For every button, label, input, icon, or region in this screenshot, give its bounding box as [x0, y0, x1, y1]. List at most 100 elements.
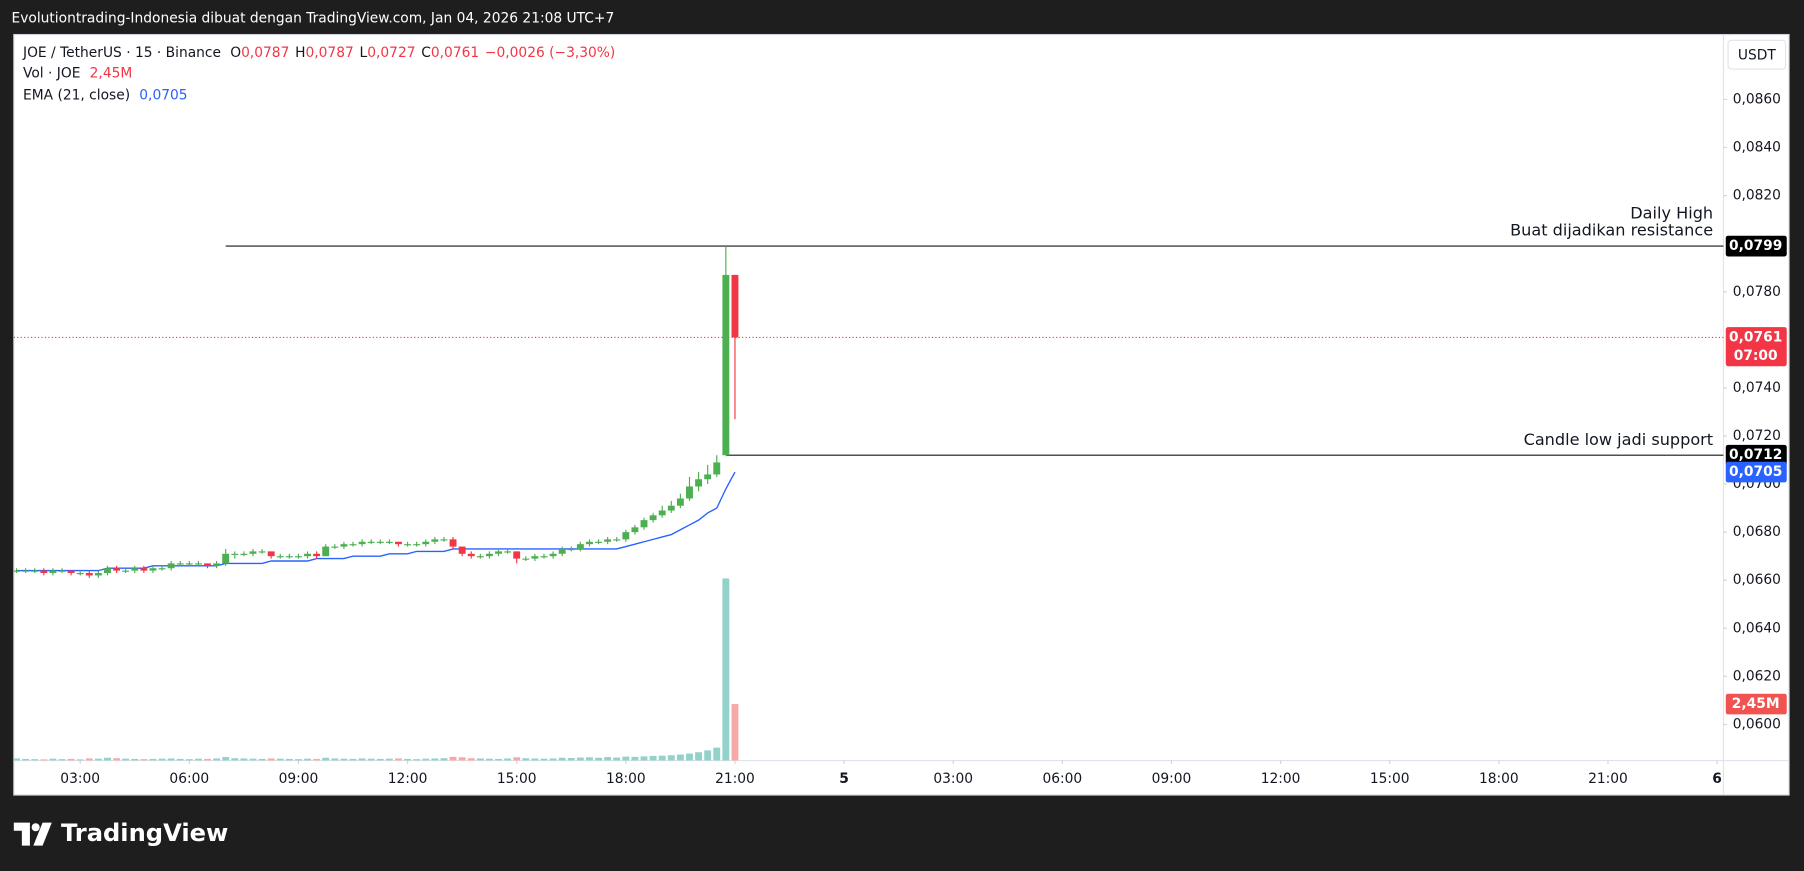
level-annotation: Daily High — [1630, 203, 1713, 222]
volume-bar — [704, 750, 712, 761]
legend-item: 0,0787 — [305, 45, 353, 61]
x-tick-label: 15:00 — [1370, 771, 1410, 787]
candle-body — [422, 541, 430, 545]
candle-body — [322, 546, 330, 557]
currency-button[interactable] — [1727, 39, 1787, 70]
candle-body — [22, 570, 30, 572]
y-tick-label: 0,0840 — [1733, 140, 1781, 156]
y-tick-label: 0,0620 — [1733, 668, 1781, 684]
candle-body — [49, 570, 57, 574]
x-tick-label: 09:00 — [279, 771, 319, 787]
volume-bar — [49, 758, 57, 761]
logo-mark — [13, 822, 52, 846]
candle-body — [231, 553, 239, 555]
candle-body — [67, 570, 75, 574]
volume-bar — [449, 756, 457, 761]
legend-item: L — [360, 45, 368, 61]
volume-bar — [349, 758, 357, 761]
volume-bar — [31, 759, 39, 761]
volume-bar — [476, 758, 484, 761]
volume-bar — [658, 755, 666, 761]
candle-body — [258, 551, 266, 553]
x-tick-label: 06:00 — [169, 771, 209, 787]
volume-bar — [13, 758, 20, 761]
volume-bar — [667, 755, 675, 761]
volume-bar — [504, 758, 512, 761]
candle-body — [440, 539, 448, 541]
candle-body — [404, 544, 412, 546]
volume-bar — [631, 756, 639, 761]
candle-body — [149, 568, 157, 571]
y-tick-label: 0,0640 — [1733, 620, 1781, 636]
volume-bar — [104, 757, 111, 761]
candle-body — [76, 573, 84, 575]
volume-bar — [640, 756, 648, 761]
volume-bar — [467, 758, 475, 761]
x-tick-label: 18:00 — [1479, 771, 1519, 787]
candle-body — [458, 546, 466, 554]
candle-body — [113, 568, 121, 571]
y-tick-label: 0,0820 — [1733, 188, 1781, 204]
volume-bar — [149, 758, 157, 761]
y-tick-label: 0,0720 — [1733, 428, 1781, 444]
candle-body — [122, 570, 130, 572]
x-tick-label: 21:00 — [715, 771, 755, 787]
candle-body — [413, 544, 421, 546]
y-tick-label: 0,0660 — [1733, 572, 1781, 588]
candle-body — [213, 563, 221, 566]
level-label: 0,0799 — [1729, 238, 1782, 254]
volume-bar — [67, 758, 75, 761]
legend-item: O — [230, 45, 241, 61]
volume-bar — [167, 758, 175, 761]
volume-bar — [85, 758, 93, 761]
candle-body — [604, 539, 612, 542]
volume-bar — [358, 758, 366, 761]
candle-body — [704, 474, 712, 480]
candle-body — [695, 479, 703, 487]
candle-body — [558, 548, 566, 554]
legend-row: JOE / TetherUS · 15 · Binance O0,0787 H0,0… — [22, 45, 615, 61]
candle-body — [713, 462, 721, 475]
volume-bar — [686, 753, 693, 761]
ema-box — [1725, 461, 1787, 483]
volume-bar — [622, 756, 630, 761]
volume-bar — [440, 758, 448, 761]
volume-bar — [549, 758, 557, 761]
candle-body — [276, 556, 284, 558]
volume-bar — [604, 757, 612, 761]
volume-bar — [185, 759, 193, 761]
volume-bar — [231, 758, 239, 761]
volume-bar — [158, 758, 166, 761]
candle-body — [304, 553, 311, 557]
volume-bar — [194, 758, 202, 761]
volume-bar — [76, 759, 84, 761]
volume-bar — [213, 758, 221, 761]
volume-bar — [722, 578, 730, 761]
volume-bar — [376, 758, 384, 761]
candle-body — [294, 556, 302, 558]
candle-body — [340, 544, 348, 547]
volume-bar — [540, 758, 548, 761]
volume-bar — [404, 758, 412, 761]
y-tick-label: 0,0740 — [1733, 380, 1781, 396]
snapshot-caption: Evolutiontrading-Indonesia dibuat dengan… — [12, 10, 615, 26]
volume-bar — [276, 758, 284, 761]
candle-body — [185, 563, 193, 565]
volume-label: 2,45M — [1732, 696, 1780, 712]
volume-bar — [458, 757, 466, 761]
ema-label: 0,0705 — [1729, 464, 1782, 480]
volume-bar — [113, 758, 121, 761]
candle-body — [176, 563, 184, 565]
x-tick-label: 12:00 — [388, 771, 428, 787]
candle-body — [576, 544, 584, 549]
volume-bar — [122, 758, 130, 761]
candle-body — [567, 548, 575, 551]
candle-body — [58, 570, 66, 572]
legend-item: 0,0705 — [139, 88, 187, 104]
volume-bar — [413, 759, 421, 761]
candle-body — [540, 556, 548, 558]
currency-label[interactable]: USDT — [1738, 47, 1776, 63]
volume-bar — [567, 757, 575, 761]
volume-bar — [331, 758, 339, 761]
candle-body — [31, 570, 39, 572]
